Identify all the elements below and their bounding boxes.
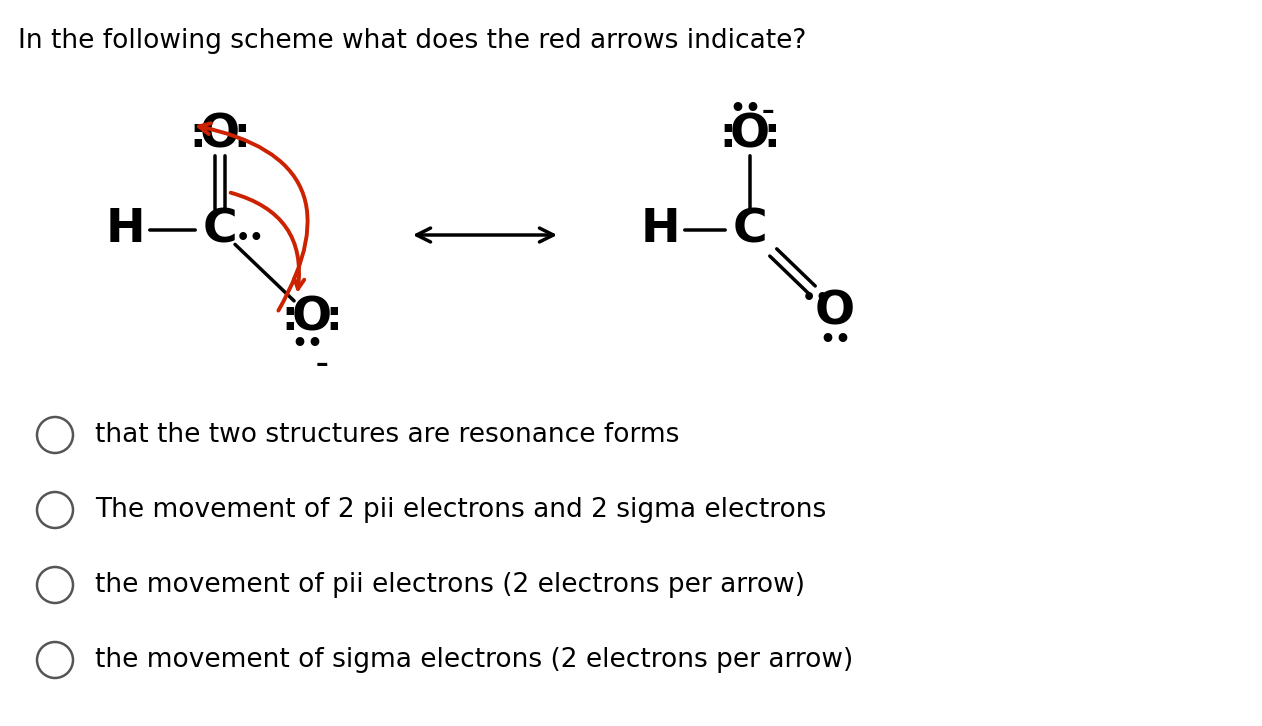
Text: ••: ••: [292, 332, 323, 356]
Text: C: C: [733, 208, 767, 253]
Text: :: :: [326, 297, 342, 339]
Text: In the following scheme what does the red arrows indicate?: In the following scheme what does the re…: [18, 28, 806, 54]
FancyArrowPatch shape: [199, 123, 308, 311]
Text: H: H: [640, 208, 680, 253]
Text: ••: ••: [801, 288, 830, 308]
Text: the movement of sigma electrons (2 electrons per arrow): the movement of sigma electrons (2 elect…: [95, 647, 853, 673]
Text: :: :: [281, 297, 298, 339]
Text: the movement of pii electrons (2 electrons per arrow): the movement of pii electrons (2 electro…: [95, 572, 805, 598]
Text: ••: ••: [819, 328, 851, 352]
Text: ••: ••: [236, 228, 264, 248]
Text: C: C: [203, 208, 237, 253]
Text: :: :: [764, 114, 780, 156]
Text: –: –: [316, 352, 328, 376]
Text: ••: ••: [729, 97, 761, 121]
Text: The movement of 2 pii electrons and 2 sigma electrons: The movement of 2 pii electrons and 2 si…: [95, 497, 827, 523]
Text: O: O: [199, 113, 240, 158]
Text: :: :: [189, 114, 206, 156]
Text: O: O: [729, 113, 770, 158]
Text: O: O: [815, 290, 856, 335]
Text: –: –: [762, 99, 775, 123]
Text: H: H: [105, 208, 145, 253]
Text: :: :: [233, 114, 250, 156]
Text: :: :: [719, 114, 736, 156]
Text: that the two structures are resonance forms: that the two structures are resonance fo…: [95, 422, 679, 448]
Text: O: O: [292, 295, 332, 340]
FancyArrowPatch shape: [231, 192, 304, 289]
